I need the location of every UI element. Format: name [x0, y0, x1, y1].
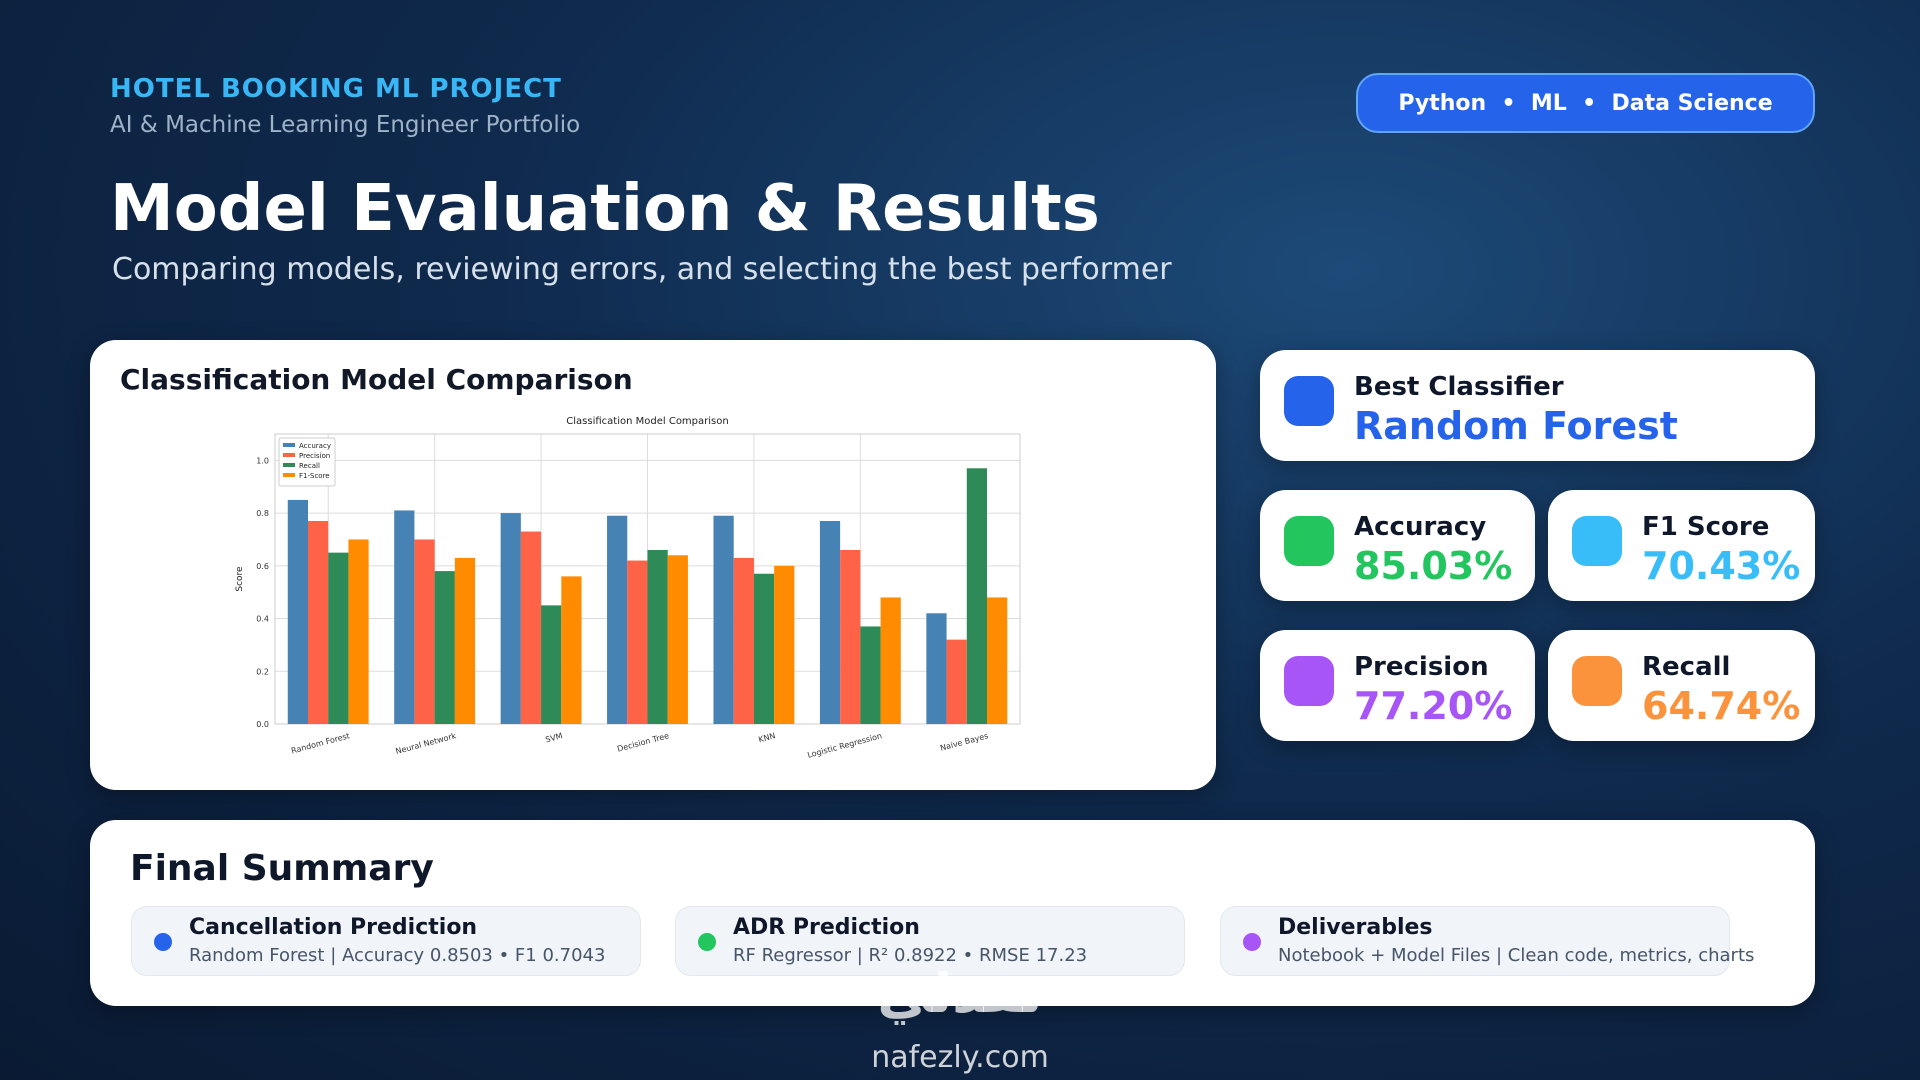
- dot: [698, 933, 716, 951]
- bar: [733, 557, 754, 724]
- icon: [1572, 656, 1622, 706]
- bar: [434, 571, 455, 724]
- bar: [607, 515, 628, 724]
- watermark-logo: نفذلي: [877, 962, 1043, 1025]
- bar: [307, 521, 329, 724]
- bar: [966, 468, 988, 724]
- bar: [394, 510, 415, 724]
- bar: [454, 557, 476, 724]
- y-tick-label: 0.2: [256, 667, 269, 676]
- bar: [500, 513, 521, 724]
- summary-title: Final Summary: [130, 848, 434, 889]
- item-detail: Random Forest | Accuracy 0.8503 • F1 0.7…: [189, 945, 606, 966]
- x-tick-label: SVM: [544, 731, 563, 744]
- y-axis-label: Score: [235, 566, 245, 592]
- metric-value: 77.20%: [1354, 684, 1513, 728]
- bar: [860, 626, 881, 724]
- metric-card: F1 Score 70.43%: [1548, 490, 1815, 601]
- x-tick-label: KNN: [757, 731, 776, 744]
- best-label: Best Classifier: [1354, 372, 1564, 402]
- chart: Classification Model Comparison Score 0.0 0…: [235, 416, 1021, 760]
- item-title: Deliverables: [1278, 915, 1433, 940]
- legend-label: Accuracy: [299, 442, 331, 450]
- bar: [520, 531, 542, 724]
- x-tick-label: Random Forest: [290, 731, 350, 755]
- x-tick-label: Decision Tree: [616, 731, 670, 754]
- role-label: AI & Machine Learning Engineer Portfolio: [110, 112, 581, 138]
- chart-card: Classification Model Comparison Classifi…: [90, 340, 1216, 790]
- item-title: Cancellation Prediction: [189, 915, 478, 940]
- bar: [667, 555, 688, 724]
- y-tick-label: 0.8: [256, 509, 269, 518]
- legend-label: Recall: [299, 462, 320, 470]
- metric-value: 85.03%: [1354, 544, 1513, 588]
- best-value: Random Forest: [1354, 404, 1678, 448]
- bar: [987, 597, 1008, 724]
- bar: [840, 550, 861, 724]
- bar: [753, 573, 775, 724]
- summary-item: Cancellation Prediction Random Forest | …: [131, 906, 641, 976]
- bar: [541, 605, 562, 724]
- x-tick-label: Neural Network: [395, 731, 458, 756]
- legend-label: F1-Score: [299, 472, 330, 480]
- chart-title: Classification Model Comparison: [566, 416, 728, 427]
- metric-label: F1 Score: [1642, 512, 1770, 542]
- bar: [627, 560, 648, 724]
- item-title: ADR Prediction: [733, 915, 920, 940]
- legend-swatch: [283, 463, 295, 467]
- metric-card: Accuracy 85.03%: [1260, 490, 1535, 601]
- item-detail: Notebook + Model Files | Clean code, met…: [1278, 945, 1755, 966]
- bar: [880, 597, 901, 724]
- legend-label: Precision: [299, 452, 330, 460]
- bar: [414, 539, 435, 724]
- dot: [1243, 933, 1261, 951]
- legend-swatch: [283, 453, 295, 457]
- bar: [713, 515, 734, 724]
- watermark-site: nafezly.com: [871, 1040, 1049, 1075]
- metric-label: Accuracy: [1354, 512, 1487, 542]
- bar: [946, 639, 967, 724]
- page-subtitle: Comparing models, reviewing errors, and …: [112, 252, 1172, 287]
- metric-value: 70.43%: [1642, 544, 1801, 588]
- metric-label: Recall: [1642, 652, 1731, 682]
- summary-card: Final Summary Cancellation Prediction Ra…: [90, 820, 1815, 1006]
- y-tick-label: 1.0: [256, 456, 269, 465]
- bar: [328, 552, 349, 724]
- metric-value: 64.74%: [1642, 684, 1801, 728]
- bar: [348, 539, 369, 724]
- summary-item: Deliverables Notebook + Model Files | Cl…: [1220, 906, 1754, 976]
- metric-card: Precision 77.20%: [1260, 630, 1535, 741]
- dot: [154, 933, 172, 951]
- tech-badge: Python • ML • Data Science: [1356, 73, 1815, 133]
- icon: [1572, 516, 1622, 566]
- bar: [561, 576, 582, 724]
- legend-swatch: [283, 473, 295, 477]
- icon: [1284, 656, 1334, 706]
- metric-card: Recall 64.74%: [1548, 630, 1815, 741]
- summary-item: ADR Prediction RF Regressor | R² 0.8922 …: [675, 906, 1185, 976]
- x-tick-label: Logistic Regression: [806, 731, 882, 760]
- legend: Accuracy Precision Recall F1-Score: [278, 437, 336, 487]
- page-title: Model Evaluation & Results: [110, 172, 1100, 246]
- item-detail: RF Regressor | R² 0.8922 • RMSE 17.23: [733, 945, 1088, 966]
- project-label: HOTEL BOOKING ML PROJECT: [110, 74, 562, 104]
- best-card: Best Classifier Random Forest: [1260, 350, 1815, 461]
- legend-swatch: [283, 443, 295, 447]
- y-tick-label: 0.6: [256, 562, 269, 571]
- icon: [1284, 376, 1334, 426]
- y-tick-label: 0.0: [256, 720, 269, 729]
- metric-label: Precision: [1354, 652, 1489, 682]
- bar: [819, 521, 841, 724]
- bar: [774, 565, 795, 724]
- x-tick-label: Naive Bayes: [939, 731, 989, 753]
- bar: [287, 499, 308, 724]
- bar: [926, 613, 947, 724]
- icon: [1284, 516, 1334, 566]
- chart-card-title: Classification Model Comparison: [120, 363, 633, 396]
- y-tick-label: 0.4: [256, 615, 269, 624]
- bar: [647, 550, 668, 724]
